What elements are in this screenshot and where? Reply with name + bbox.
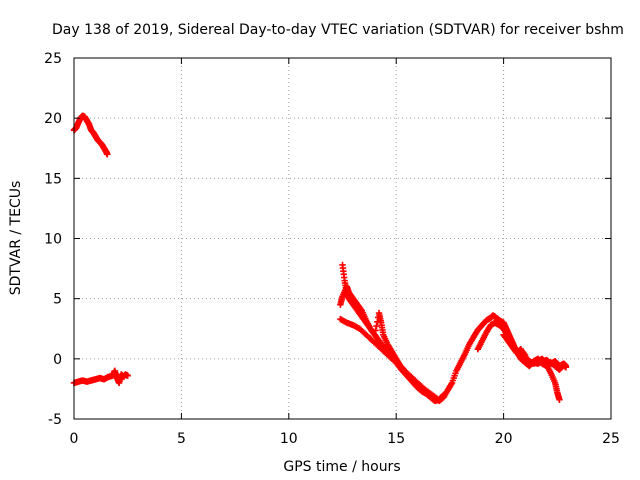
y-tick-label: 15 bbox=[44, 171, 62, 187]
x-tick-label: 10 bbox=[280, 431, 298, 447]
series-arc-afternoon-a bbox=[339, 261, 447, 405]
x-axis-label: GPS time / hours bbox=[283, 459, 400, 475]
data-point bbox=[372, 327, 379, 334]
series-arc-afternoon-c bbox=[337, 315, 441, 402]
data-point bbox=[124, 372, 131, 379]
axis-ticks: 0 5 10 15 20 25 -5 0 5 10 15 20 25 bbox=[44, 51, 620, 447]
y-tick-label: -5 bbox=[48, 412, 62, 428]
y-axis-label: SDTVAR / TECUs bbox=[8, 181, 24, 296]
data-point bbox=[562, 362, 570, 370]
y-tick-label: 20 bbox=[44, 111, 62, 127]
data-point bbox=[371, 331, 378, 338]
x-tick-label: 25 bbox=[602, 431, 620, 447]
series-arc-evening-c bbox=[500, 331, 570, 370]
x-tick-label: 20 bbox=[495, 431, 513, 447]
y-tick-label: 0 bbox=[53, 352, 62, 368]
y-tick-label: 10 bbox=[44, 232, 62, 248]
x-tick-label: 0 bbox=[70, 431, 79, 447]
data-point bbox=[104, 151, 111, 158]
chart-title: Day 138 of 2019, Sidereal Day-to-day VTE… bbox=[52, 22, 624, 38]
x-tick-label: 15 bbox=[387, 431, 405, 447]
data-point bbox=[373, 322, 380, 330]
y-tick-label: 25 bbox=[44, 51, 62, 67]
y-tick-label: 5 bbox=[53, 292, 62, 308]
x-tick-label: 5 bbox=[177, 431, 186, 447]
data-point bbox=[432, 394, 439, 401]
series-arc-early-low bbox=[70, 367, 131, 387]
series-arc-early-high bbox=[70, 112, 111, 158]
data-point bbox=[556, 396, 563, 403]
data-points bbox=[70, 112, 570, 405]
